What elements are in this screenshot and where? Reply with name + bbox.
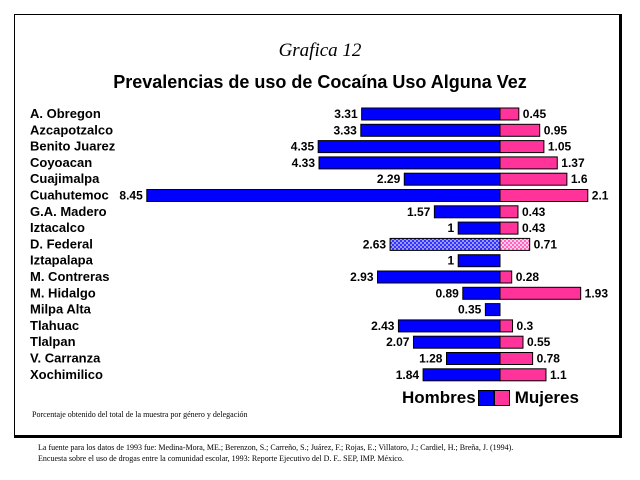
chart-subtitle: Prevalencias de uso de Cocaína Uso Algun… [113, 72, 527, 92]
category-label: Coyoacan [30, 155, 92, 170]
value-label-hombres: 4.35 [291, 140, 315, 154]
legend-label-mujeres: Mujeres [514, 388, 579, 407]
bar-mujeres [499, 270, 513, 284]
footer-line-2: Encuesta sobre el uso de drogas entre la… [38, 454, 404, 463]
value-label-mujeres: 0.28 [516, 270, 540, 284]
bar-hombres [403, 172, 501, 186]
value-label-hombres: 2.07 [386, 335, 410, 349]
category-label: D. Federal [30, 236, 93, 251]
bar-hombres [484, 303, 501, 317]
footer-line-1: La fuente para los datos de 1993 fue: Me… [38, 443, 514, 452]
bar-hombres [360, 123, 501, 137]
value-label-mujeres: 0.55 [527, 335, 551, 349]
value-label-mujeres: 0.43 [522, 205, 546, 219]
category-label: A. Obregon [30, 106, 101, 121]
bar-mujeres [499, 107, 520, 121]
value-label-hombres: 1 [448, 254, 455, 268]
value-label-hombres: 4.33 [292, 156, 316, 170]
value-label-mujeres: 0.71 [534, 237, 558, 251]
bars [146, 107, 589, 382]
value-label-hombres: 1.84 [396, 368, 420, 382]
value-label-hombres: 0.89 [435, 286, 459, 300]
value-label-mujeres: 1.93 [585, 286, 609, 300]
category-label: V. Carranza [30, 351, 101, 366]
bar-hombres [462, 286, 501, 300]
bar-hombres [422, 368, 501, 382]
bar-hombres [317, 140, 501, 154]
value-labels: 3.31 0.45 3.33 0.95 4.35 1.05 4.33 1.37 2.29 1.6 8… [119, 107, 608, 382]
category-label: Iztapalapa [30, 253, 94, 268]
bar-mujeres [499, 237, 531, 251]
value-label-hombres: 1 [448, 221, 455, 235]
value-label-mujeres: 2.1 [592, 189, 609, 203]
bar-hombres [457, 254, 501, 268]
bar-mujeres [499, 286, 582, 300]
bar-hombres [389, 237, 501, 251]
value-label-hombres: 2.63 [363, 237, 387, 251]
value-label-hombres: 8.45 [119, 189, 143, 203]
value-label-hombres: 3.33 [333, 123, 357, 137]
bar-hombres [318, 156, 501, 170]
value-label-hombres: 1.57 [407, 205, 431, 219]
value-label-mujeres: 0.43 [522, 221, 546, 235]
value-label-mujeres: 1.6 [571, 172, 588, 186]
chart-frame [14, 14, 622, 438]
category-label: Iztacalco [30, 220, 85, 235]
value-label-hombres: 2.93 [350, 270, 374, 284]
category-label: G.A. Madero [30, 204, 107, 219]
bar-mujeres [499, 352, 534, 365]
value-label-mujeres: 1.05 [548, 140, 572, 154]
value-label-hombres: 3.31 [334, 107, 358, 121]
bar-mujeres [499, 156, 558, 170]
bar-mujeres [499, 140, 545, 154]
bar-hombres [433, 205, 501, 219]
chart-note: Porcentaje obtenido del total de la mues… [32, 410, 248, 419]
bar-mujeres [499, 205, 519, 219]
legend-label-hombres: Hombres [402, 388, 476, 407]
bar-mujeres [499, 172, 568, 186]
bar-mujeres [499, 189, 589, 202]
legend: Hombres Mujeres [402, 388, 579, 408]
bar-mujeres [499, 123, 541, 137]
bar-mujeres [499, 221, 519, 235]
bar-mujeres [499, 319, 514, 333]
category-label: Tlalpan [30, 334, 76, 349]
category-label: M. Hidalgo [30, 285, 96, 300]
bar-hombres [397, 319, 501, 333]
bar-hombres [146, 189, 501, 202]
value-label-mujeres: 0.95 [544, 123, 568, 137]
legend-swatch-mujeres [493, 390, 510, 406]
bar-hombres [412, 335, 501, 349]
value-label-mujeres: 0.78 [537, 352, 561, 366]
category-label: Benito Juarez [30, 139, 116, 154]
value-label-hombres: 1.28 [419, 352, 443, 366]
bar-hombres [361, 107, 501, 121]
value-label-hombres: 2.43 [371, 319, 395, 333]
category-label: M. Contreras [30, 269, 109, 284]
value-label-mujeres: 0.45 [523, 107, 547, 121]
chart-title: Grafica 12 [278, 40, 362, 61]
source-footer: La fuente para los datos de 1993 fue: Me… [38, 442, 618, 464]
value-label-hombres: 0.35 [458, 303, 482, 317]
category-label: Cuahutemoc [30, 188, 109, 203]
category-label: Azcapotzalco [30, 122, 113, 137]
category-label: Xochimilico [30, 367, 103, 382]
bar-hombres [377, 270, 501, 284]
category-label: Milpa Alta [30, 302, 92, 317]
bar-hombres [457, 221, 501, 235]
legend-swatch-hombres [477, 390, 494, 406]
value-label-mujeres: 1.1 [550, 368, 567, 382]
value-label-mujeres: 0.3 [517, 319, 534, 333]
value-label-mujeres: 1.37 [561, 156, 585, 170]
category-label: Cuajimalpa [30, 171, 100, 186]
category-label: Tlahuac [30, 318, 79, 333]
value-label-hombres: 2.29 [377, 172, 401, 186]
bar-hombres [445, 352, 501, 365]
bar-mujeres [499, 368, 547, 382]
bar-mujeres [499, 335, 524, 349]
